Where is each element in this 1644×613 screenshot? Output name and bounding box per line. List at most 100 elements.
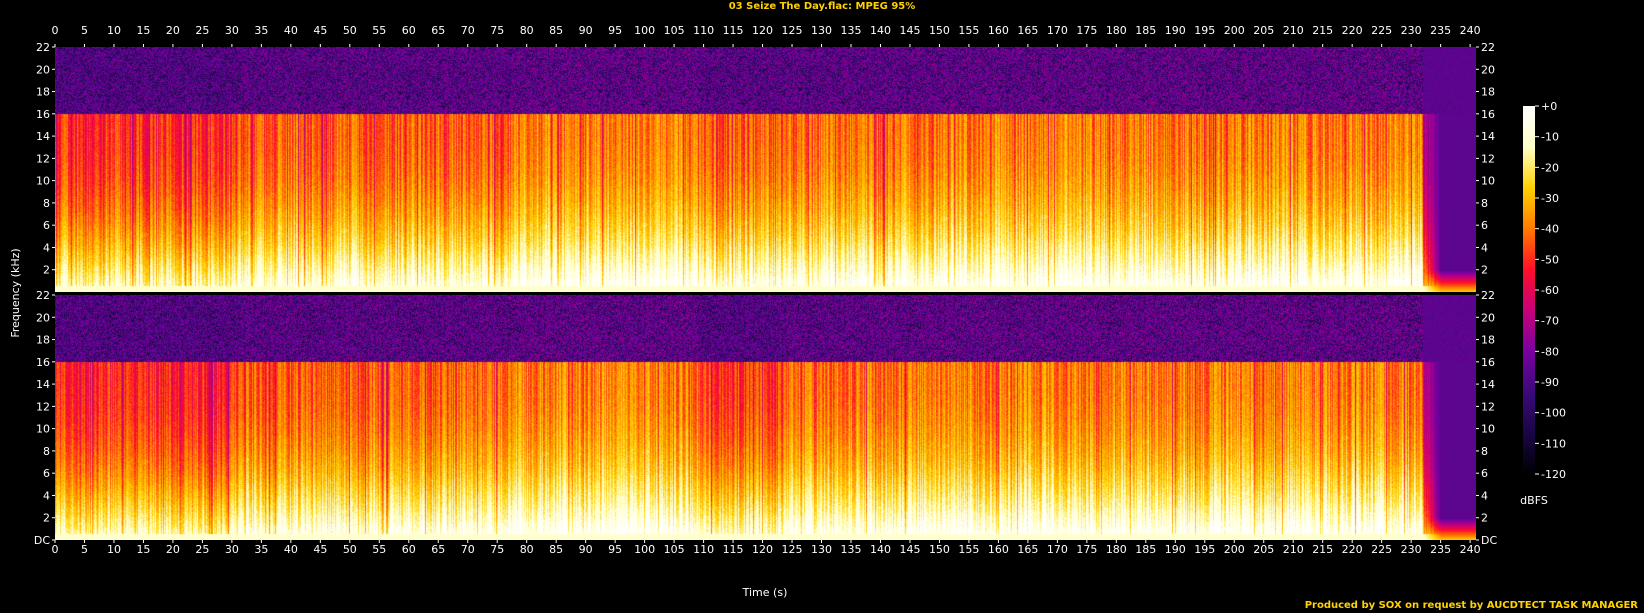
x-tick-bottom-label: 155 xyxy=(958,543,979,556)
x-tick-top-label: 20 xyxy=(166,24,180,37)
y-tick-label-left: 8 xyxy=(43,197,50,210)
x-tick-bottom-label: 175 xyxy=(1076,543,1097,556)
y-tick-label-left: 20 xyxy=(36,311,50,324)
y-tick-label-right: 14 xyxy=(1481,130,1495,143)
colorbar-tick-label: -30 xyxy=(1541,192,1559,205)
x-tick-top-label: 90 xyxy=(579,24,593,37)
colorbar-tick-label: -100 xyxy=(1541,407,1566,420)
x-tick-top-label: 10 xyxy=(107,24,121,37)
x-tick-bottom-label: 205 xyxy=(1253,543,1274,556)
y-tick-label-right: 16 xyxy=(1481,356,1495,369)
spectrogram-channel-2-wrap xyxy=(55,295,1476,540)
y-tick-label-right: 10 xyxy=(1481,423,1495,436)
x-tick-top-label: 135 xyxy=(840,24,861,37)
colorbar xyxy=(1523,106,1535,474)
y-tick-label-right: 22 xyxy=(1481,289,1495,302)
x-tick-top-label: 110 xyxy=(693,24,714,37)
x-tick-top-label: 70 xyxy=(461,24,475,37)
x-tick-bottom-label: 60 xyxy=(402,543,416,556)
x-tick-top-label: 115 xyxy=(723,24,744,37)
spectrogram-channel-2 xyxy=(55,295,1476,540)
y-tick-label-left: 6 xyxy=(43,219,50,232)
y-tick-label-left: 8 xyxy=(43,445,50,458)
x-tick-bottom-label: 180 xyxy=(1106,543,1127,556)
y-tick-label-left: 12 xyxy=(36,152,50,165)
x-tick-top-label: 205 xyxy=(1253,24,1274,37)
y-tick-label-right: 8 xyxy=(1481,197,1488,210)
x-tick-top-label: 235 xyxy=(1430,24,1451,37)
y-tick-label-left: 22 xyxy=(36,41,50,54)
x-tick-top-label: 125 xyxy=(782,24,803,37)
x-tick-bottom-label: 120 xyxy=(752,543,773,556)
x-tick-bottom-label: 80 xyxy=(520,543,534,556)
x-tick-top-label: 75 xyxy=(490,24,504,37)
x-tick-bottom-label: 45 xyxy=(313,543,327,556)
y-tick-label-right: 12 xyxy=(1481,400,1495,413)
x-tick-bottom-label: 30 xyxy=(225,543,239,556)
x-tick-bottom-label: 170 xyxy=(1047,543,1068,556)
x-tick-top-label: 80 xyxy=(520,24,534,37)
x-tick-top-label: 0 xyxy=(52,24,59,37)
x-tick-top-label: 5 xyxy=(81,24,88,37)
x-tick-bottom-label: 140 xyxy=(870,543,891,556)
x-tick-bottom-label: 160 xyxy=(988,543,1009,556)
colorbar-tick-label: -10 xyxy=(1541,131,1559,144)
x-tick-bottom-label: 220 xyxy=(1342,543,1363,556)
x-tick-top-label: 240 xyxy=(1460,24,1481,37)
x-tick-top-label: 180 xyxy=(1106,24,1127,37)
x-tick-top-label: 55 xyxy=(372,24,386,37)
x-tick-top-label: 25 xyxy=(195,24,209,37)
y-tick-label-left: 10 xyxy=(36,423,50,436)
x-tick-bottom-label: 240 xyxy=(1460,543,1481,556)
x-tick-top-label: 195 xyxy=(1194,24,1215,37)
x-tick-bottom-label: 105 xyxy=(664,543,685,556)
y-tick-label-right: 18 xyxy=(1481,86,1495,99)
colorbar-tick-label: -90 xyxy=(1541,376,1559,389)
x-tick-top-label: 145 xyxy=(899,24,920,37)
x-tick-top-label: 50 xyxy=(343,24,357,37)
y-tick-label-left: 16 xyxy=(36,108,50,121)
x-tick-bottom-label: 125 xyxy=(782,543,803,556)
y-tick-label-right: 6 xyxy=(1481,467,1488,480)
y-tick-label-left: 12 xyxy=(36,400,50,413)
x-tick-bottom-label: 15 xyxy=(136,543,150,556)
x-tick-top-label: 120 xyxy=(752,24,773,37)
y-tick-label-right: 20 xyxy=(1481,311,1495,324)
x-tick-top-label: 95 xyxy=(608,24,622,37)
x-tick-bottom-label: 115 xyxy=(723,543,744,556)
spectrogram-channel-1 xyxy=(55,47,1476,292)
x-tick-top-label: 105 xyxy=(664,24,685,37)
x-tick-bottom-label: 40 xyxy=(284,543,298,556)
x-tick-top-label: 150 xyxy=(929,24,950,37)
y-tick-label-right: 8 xyxy=(1481,445,1488,458)
x-axis-label: Time (s) xyxy=(742,586,788,599)
y-tick-label-left: DC xyxy=(34,534,50,547)
x-tick-bottom-label: 195 xyxy=(1194,543,1215,556)
y-tick-label-left: 2 xyxy=(43,264,50,277)
x-tick-top-label: 85 xyxy=(549,24,563,37)
x-tick-top-label: 100 xyxy=(634,24,655,37)
x-tick-bottom-label: 200 xyxy=(1224,543,1245,556)
y-tick-label-left: 10 xyxy=(36,175,50,188)
x-tick-bottom-label: 230 xyxy=(1401,543,1422,556)
y-tick-label-left: 16 xyxy=(36,356,50,369)
colorbar-tick-label: -110 xyxy=(1541,437,1566,450)
x-tick-top-label: 230 xyxy=(1401,24,1422,37)
axes-layer: +0 -10 -20 -30 -40 -50 -60 -70 -80 -90 -100 -110 -12… xyxy=(34,24,1566,556)
x-tick-top-label: 215 xyxy=(1312,24,1333,37)
y-tick-label-right: 12 xyxy=(1481,152,1495,165)
x-tick-bottom-label: 210 xyxy=(1283,543,1304,556)
x-tick-top-label: 185 xyxy=(1135,24,1156,37)
x-tick-top-label: 225 xyxy=(1371,24,1392,37)
y-tick-label-left: 6 xyxy=(43,467,50,480)
y-tick-label-left: 22 xyxy=(36,289,50,302)
x-tick-top-label: 200 xyxy=(1224,24,1245,37)
x-tick-bottom-label: 95 xyxy=(608,543,622,556)
chart-title: 03 Seize The Day.flac: MPEG 95% xyxy=(728,1,916,12)
x-tick-bottom-label: 185 xyxy=(1135,543,1156,556)
colorbar-label: dBFS xyxy=(1520,494,1548,507)
y-tick-label-right: 22 xyxy=(1481,41,1495,54)
x-tick-bottom-label: 75 xyxy=(490,543,504,556)
x-tick-top-label: 220 xyxy=(1342,24,1363,37)
x-tick-bottom-label: 130 xyxy=(811,543,832,556)
